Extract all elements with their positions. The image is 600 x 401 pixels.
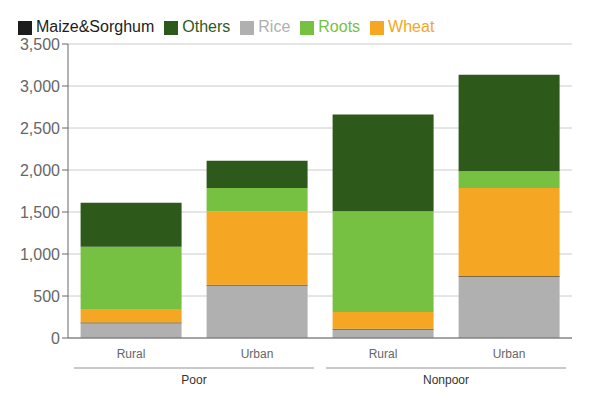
svg-text:Urban: Urban [493, 347, 526, 361]
svg-text:3,000: 3,000 [20, 78, 60, 95]
html-text:Others: Others [182, 18, 231, 35]
svg-text:2,500: 2,500 [20, 120, 60, 137]
svg-text:0: 0 [51, 330, 60, 347]
html-text:Maize&Sorghum: Maize&Sorghum [36, 18, 155, 35]
svg-text:Urban: Urban [241, 347, 274, 361]
svg-text:Nonpoor: Nonpoor [423, 373, 469, 387]
html-text:Roots: Roots [318, 18, 361, 35]
svg-text:Rural: Rural [369, 347, 398, 361]
svg-text:3,500: 3,500 [20, 36, 60, 53]
svg-text:Rural: Rural [117, 347, 146, 361]
svg-text:1,500: 1,500 [20, 204, 60, 221]
html-text:Rice: Rice [258, 18, 291, 35]
html-text:Wheat: Wheat [388, 18, 435, 35]
svg-text:Poor: Poor [181, 373, 206, 387]
svg-text:1,000: 1,000 [20, 246, 60, 263]
svg-text:500: 500 [33, 288, 60, 305]
svg-text:2,000: 2,000 [20, 162, 60, 179]
